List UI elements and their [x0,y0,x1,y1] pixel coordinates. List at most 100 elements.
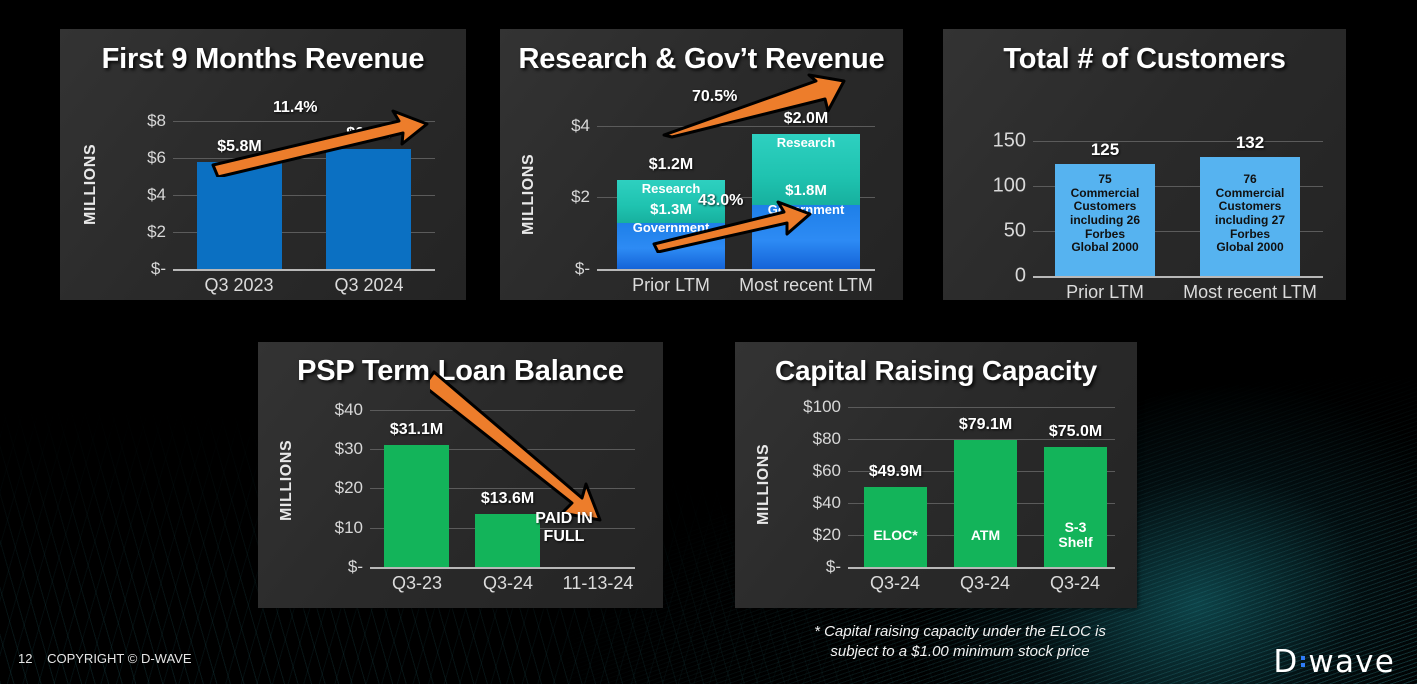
y-tick-label: $- [574,259,590,278]
y-tick-label: $4 [571,116,590,135]
bar[interactable]: $75.0M S-3 Shelf [1044,423,1107,567]
x-tick-label: Q3-23 [391,573,443,593]
bar-segment-label-government: Government [767,202,845,217]
bar-segment-value-research: $2.0M [783,110,829,127]
growth-percent-annotation: 43.0% [698,192,744,209]
y-tick-label: $2 [571,187,590,206]
y-axis-label: MILLIONS [278,439,295,521]
growth-percent-annotation: 70.5% [692,88,738,105]
bar-segment-label-government: Government [632,220,710,235]
y-tick-label: $30 [334,439,363,458]
bar[interactable]: $49.9M ELOC* [864,463,927,567]
chart-title: Total # of Customers [1003,43,1286,75]
x-axis-line [173,269,435,271]
plot-area: $8 $6 $4 $2 $- $5.8M $6.5M Q3 2023 Q3 20… [147,99,435,295]
x-axis-line [370,567,635,569]
plot-area: $100 $80 $60 $40 $20 $- $49.9M ELOC* $79… [803,397,1115,593]
bar[interactable]: $5.8M [197,138,282,269]
bar-value-label: $79.1M [958,416,1013,433]
x-tick-label: Q3-24 [869,573,921,593]
footnote: * Capital raising capacity under the ELO… [770,622,1150,661]
bar[interactable]: $13.6M [475,490,540,567]
y-tick-label: $40 [812,493,841,512]
bar[interactable]: 125 75 Commercial Customers including 26… [1055,140,1155,276]
growth-up-arrow-icon [662,73,846,139]
bar-segment-value-government: $1.8M [785,182,827,199]
dwave-logo: D wave [1273,645,1395,679]
bar[interactable]: $6.5M [326,125,411,269]
chart-title: First 9 Months Revenue [101,43,425,75]
x-axis-line [597,269,875,271]
bar-inner-label: ATM [970,527,1001,543]
x-axis-line [1033,276,1323,278]
y-tick-label: $4 [147,185,166,204]
y-tick-label: $10 [334,518,363,537]
bar-inner-label: S-3 Shelf [1058,519,1093,551]
x-tick-label: Q3 2024 [334,275,404,295]
bar-segment-label-research: Research [776,135,836,150]
bar-value-label: $13.6M [480,490,535,507]
gridline [173,121,435,122]
gridline [597,126,875,127]
page-number: 12 [18,651,33,666]
x-tick-label: Q3-24 [959,573,1011,593]
x-tick-label: Most recent LTM [1183,282,1317,302]
bar-value-label: $31.1M [389,421,444,438]
bar-value-label: 125 [1090,140,1120,159]
logo-letter-d: D [1273,643,1299,680]
gridline [848,407,1115,408]
footnote-line-2: subject to a $1.00 minimum stock price [830,642,1090,660]
y-tick-label: $8 [147,111,166,130]
gridline [1033,141,1323,142]
bar-value-label: 132 [1235,133,1265,152]
gridline [173,195,435,196]
y-tick-label: $20 [334,478,363,497]
logo-colon-dots-icon [1301,655,1306,667]
bar-segment-value-research: $1.2M [648,156,694,173]
y-axis-label: MILLIONS [520,153,537,235]
x-tick-label: Prior LTM [632,275,710,295]
y-tick-label: $20 [812,525,841,544]
y-tick-label: $40 [334,400,363,419]
gridline [597,197,875,198]
plot-area: $40 $30 $20 $10 $- $31.1M $13.6M Q3-23 Q… [335,370,635,593]
bar-inner-description: 75 Commercial Customers including 26 For… [1069,172,1140,255]
bar[interactable]: $31.1M [384,421,449,567]
chart-title: Capital Raising Capacity [775,355,1097,386]
gridline [370,410,635,411]
bar-value-label: $75.0M [1048,423,1103,440]
plot-area: 150 100 50 0 125 75 Commercial Customers… [993,130,1323,302]
x-tick-label: Q3 2023 [204,275,274,295]
gridline [1033,186,1323,187]
chart-panel-capital-raising-capacity: Capital Raising Capacity MILLIONS $100 $… [735,342,1137,608]
bar-segment-government[interactable]: Government [752,202,860,269]
y-axis-label: MILLIONS [82,143,99,225]
x-tick-label: Most recent LTM [739,275,873,295]
bar-segment-research[interactable]: Research $1.8M [752,134,860,205]
bar-segment-government[interactable]: Government [617,220,725,269]
chart-panel-first-9-months-revenue: First 9 Months Revenue MILLIONS $8 $6 $4… [60,29,466,300]
chart-panel-research-gov-revenue: Research & Gov’t Revenue MILLIONS $4 $2 … [500,29,903,300]
chart-title: PSP Term Loan Balance [297,355,624,387]
bar-inner-description: 76 Commercial Customers including 27 For… [1214,172,1285,255]
logo-word-wave: wave [1308,643,1395,680]
y-tick-label: $2 [147,222,166,241]
y-tick-label: $- [825,557,841,576]
bar-value-label: $6.5M [346,125,391,142]
y-tick-label: $6 [147,148,166,167]
bar[interactable]: 132 76 Commercial Customers including 27… [1200,133,1300,276]
growth-percent-annotation: 11.4% [273,99,318,116]
gridline [848,439,1115,440]
bar[interactable]: $79.1M ATM [954,416,1017,567]
y-tick-label: 150 [992,129,1026,152]
paid-in-full-annotation: PAID IN FULL [535,510,593,545]
y-tick-label: $100 [803,397,841,416]
chart-panel-total-customers: Total # of Customers 150 100 50 0 125 75… [943,29,1346,302]
plot-area: $4 $2 $- Government Research $1.3M $1.2M… [571,73,875,295]
y-tick-label: $60 [812,461,841,480]
x-axis-line [848,567,1115,569]
x-tick-label: 11-13-24 [562,573,634,593]
gridline [1033,231,1323,232]
stacked-bar[interactable]: Government Research $1.8M $2.0M [752,110,860,269]
